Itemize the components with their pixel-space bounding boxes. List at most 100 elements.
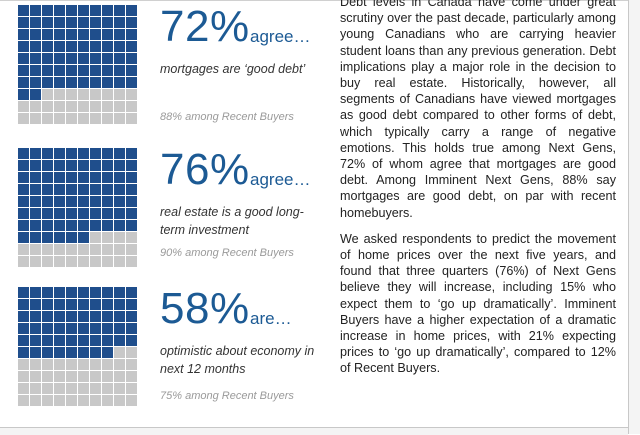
waffle-cell-filled	[66, 17, 77, 28]
waffle-cell-filled	[102, 53, 113, 64]
waffle-cell-filled	[126, 299, 137, 310]
waffle-cell-filled	[18, 148, 29, 159]
waffle-cell-filled	[126, 17, 137, 28]
waffle-cell-filled	[18, 41, 29, 52]
waffle-cell-filled	[78, 232, 89, 243]
waffle-cell-filled	[102, 172, 113, 183]
waffle-cell-filled	[54, 335, 65, 346]
waffle-cell-filled	[18, 53, 29, 64]
waffle-cell-filled	[90, 208, 101, 219]
stat-verb: agree…	[250, 27, 311, 46]
waffle-cell-filled	[126, 311, 137, 322]
stat-description: mortgages are ‘good debt’	[160, 62, 306, 76]
waffle-cell-empty	[126, 232, 137, 243]
waffle-cell-empty	[90, 232, 101, 243]
waffle-cell-empty	[18, 395, 29, 406]
waffle-cell-empty	[102, 383, 113, 394]
waffle-cell-empty	[54, 383, 65, 394]
waffle-cell-empty	[78, 89, 89, 100]
waffle-cell-filled	[42, 172, 53, 183]
waffle-cell-filled	[114, 220, 125, 231]
waffle-cell-empty	[114, 256, 125, 267]
waffle-cell-filled	[66, 41, 77, 52]
waffle-cell-empty	[54, 113, 65, 124]
waffle-cell-filled	[66, 335, 77, 346]
waffle-cell-filled	[78, 184, 89, 195]
waffle-cell-filled	[114, 299, 125, 310]
waffle-cell-filled	[114, 29, 125, 40]
waffle-cell-filled	[90, 29, 101, 40]
stat-note: 90% among Recent Buyers	[160, 247, 294, 259]
waffle-cell-filled	[78, 172, 89, 183]
stat-verb: are…	[250, 309, 292, 328]
waffle-cell-filled	[18, 299, 29, 310]
waffle-cell-filled	[78, 160, 89, 171]
waffle-cell-filled	[126, 335, 137, 346]
waffle-cell-filled	[66, 65, 77, 76]
waffle-cell-filled	[126, 287, 137, 298]
waffle-cell-empty	[66, 101, 77, 112]
stat-note: 75% among Recent Buyers	[160, 390, 294, 402]
waffle-cell-filled	[42, 17, 53, 28]
waffle-cell-filled	[78, 29, 89, 40]
waffle-cell-filled	[114, 5, 125, 16]
waffle-cell-empty	[18, 244, 29, 255]
waffle-cell-filled	[66, 77, 77, 88]
waffle-cell-empty	[42, 256, 53, 267]
waffle-cell-filled	[30, 232, 41, 243]
waffle-cell-filled	[30, 29, 41, 40]
waffle-cell-filled	[18, 232, 29, 243]
waffle-cell-filled	[126, 5, 137, 16]
waffle-cell-filled	[114, 184, 125, 195]
waffle-cell-filled	[102, 347, 113, 358]
waffle-cell-filled	[78, 347, 89, 358]
waffle-cell-filled	[126, 65, 137, 76]
waffle-cell-empty	[114, 89, 125, 100]
waffle-cell-filled	[54, 41, 65, 52]
waffle-cell-filled	[102, 160, 113, 171]
waffle-cell-empty	[78, 383, 89, 394]
waffle-cell-filled	[66, 347, 77, 358]
waffle-cell-filled	[126, 29, 137, 40]
waffle-cell-filled	[114, 41, 125, 52]
waffle-cell-filled	[114, 160, 125, 171]
waffle-cell-empty	[90, 383, 101, 394]
waffle-cell-filled	[78, 17, 89, 28]
waffle-cell-empty	[30, 383, 41, 394]
waffle-cell-filled	[90, 41, 101, 52]
waffle-cell-filled	[102, 148, 113, 159]
waffle-cell-filled	[30, 323, 41, 334]
waffle-cell-empty	[102, 395, 113, 406]
waffle-cell-filled	[54, 77, 65, 88]
waffle-cell-empty	[54, 359, 65, 370]
waffle-cell-empty	[54, 256, 65, 267]
waffle-cell-filled	[54, 299, 65, 310]
waffle-cell-filled	[102, 77, 113, 88]
waffle-cell-filled	[54, 17, 65, 28]
waffle-cell-filled	[66, 53, 77, 64]
waffle-cell-filled	[78, 311, 89, 322]
waffle-cell-empty	[18, 256, 29, 267]
waffle-cell-filled	[66, 311, 77, 322]
waffle-cell-empty	[66, 113, 77, 124]
waffle-cell-filled	[30, 77, 41, 88]
waffle-cell-empty	[30, 395, 41, 406]
waffle-cell-filled	[54, 160, 65, 171]
waffle-cell-filled	[78, 65, 89, 76]
waffle-cell-filled	[102, 323, 113, 334]
waffle-chart-economy	[18, 287, 137, 406]
waffle-cell-filled	[54, 172, 65, 183]
waffle-cell-filled	[18, 220, 29, 231]
waffle-cell-empty	[78, 395, 89, 406]
stat-percent: 72%	[160, 2, 250, 51]
waffle-cell-filled	[18, 172, 29, 183]
waffle-cell-empty	[102, 371, 113, 382]
waffle-cell-empty	[126, 244, 137, 255]
waffle-cell-filled	[102, 196, 113, 207]
waffle-cell-filled	[114, 208, 125, 219]
waffle-cell-filled	[42, 5, 53, 16]
waffle-cell-filled	[42, 208, 53, 219]
waffle-cell-filled	[18, 17, 29, 28]
waffle-cell-empty	[90, 101, 101, 112]
waffle-cell-filled	[54, 29, 65, 40]
